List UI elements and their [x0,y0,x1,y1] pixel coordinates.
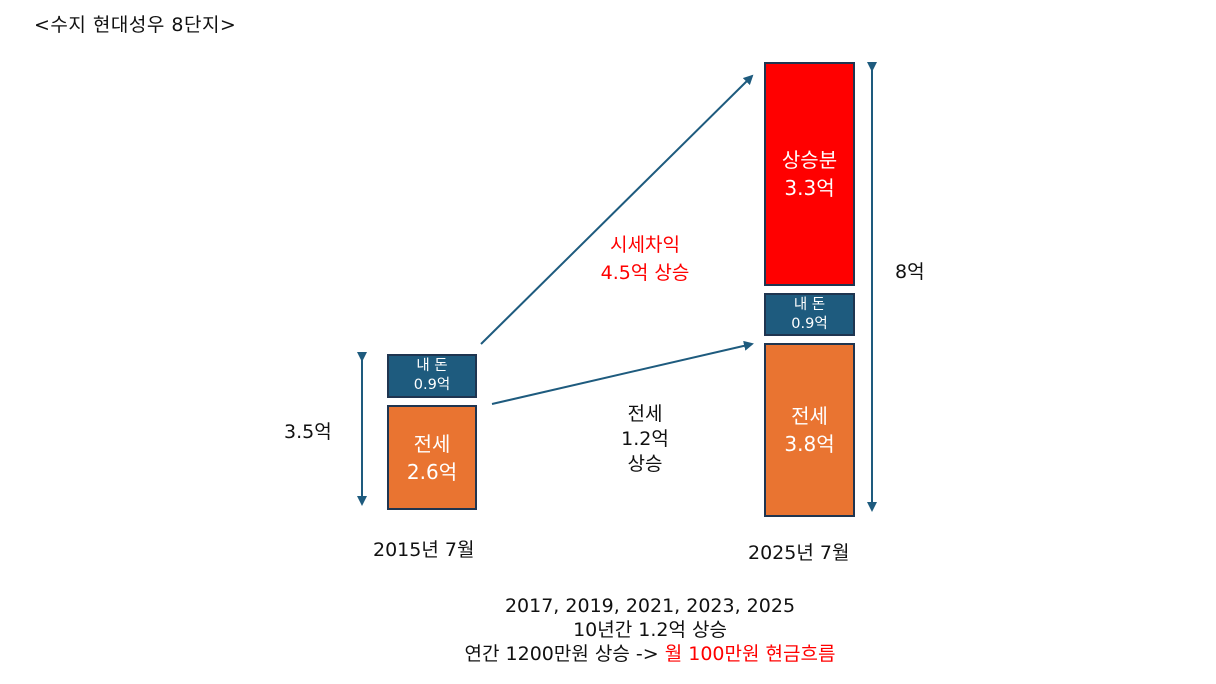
left-jeonse-value: 2.6억 [406,459,458,484]
bottom-years: 2017, 2019, 2021, 2023, 2025 [504,595,796,617]
right-gain-label: 상승분 [781,148,838,172]
bottom-annual: 연간 1200만원 상승 -> [464,643,659,665]
right-jeonse-label: 전세 [791,404,828,428]
right-date-label: 2025년 7월 [748,542,850,564]
left-jeonse-box: 전세 2.6억 [387,405,477,510]
bottom-decade: 10년간 1.2억 상승 [573,619,727,641]
right-mine-label: 내 돈 [793,296,826,313]
jeonse-rise-title: 전세 [627,403,663,425]
jeonse-rise-annotation: 전세 1.2억 상승 [595,402,695,477]
price-gain-title: 시세차익 [610,234,680,256]
left-total-label: 3.5억 [284,421,332,443]
left-jeonse-label: 전세 [413,431,451,456]
right-jeonse-box: 전세 3.8억 [764,343,855,517]
left-date-label: 2015년 7월 [373,539,475,561]
price-gain-value: 4.5억 상승 [600,262,690,284]
right-jeonse-value: 3.8억 [784,432,835,456]
jeonse-rise-arrow [491,340,754,405]
bottom-annual-line: 연간 1200만원 상승 -> 월 100만원 현금흐름 [300,642,1000,666]
jeonse-rise-value: 1.2억 [621,428,669,450]
jeonse-rise-suffix: 상승 [627,453,663,475]
right-mine-box: 내 돈 0.9억 [764,293,855,336]
left-mine-box: 내 돈 0.9억 [387,354,477,398]
price-gain-arrow [480,74,754,345]
price-gain-annotation: 시세차익 4.5억 상승 [560,231,730,287]
bottom-summary: 2017, 2019, 2021, 2023, 2025 10년간 1.2억 상… [300,594,1000,666]
page-title: <수지 현대성우 8단지> [34,14,237,36]
right-gain-box: 상승분 3.3억 [764,62,855,286]
right-total-label: 8억 [895,261,925,283]
right-mine-value: 0.9억 [791,315,828,332]
right-gain-value: 3.3억 [784,176,835,200]
bottom-monthly: 월 100만원 현금흐름 [664,643,836,665]
left-mine-label: 내 돈 [416,358,448,374]
left-mine-value: 0.9억 [413,377,451,393]
